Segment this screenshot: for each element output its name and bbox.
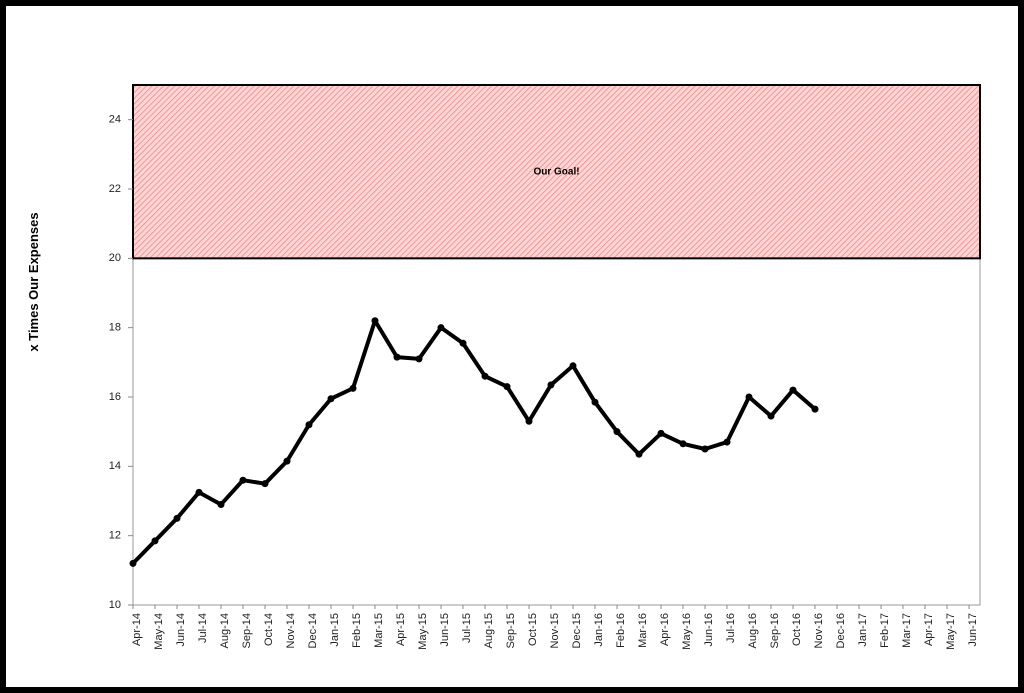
point: [349, 384, 357, 392]
x-tick-label: Sep-16: [769, 613, 781, 648]
point: [569, 362, 577, 370]
x-tick-label: Mar-17: [901, 613, 913, 648]
y-tick-label: 20: [109, 252, 121, 264]
point: [195, 488, 203, 496]
point: [767, 412, 775, 420]
y-tick-label: 12: [109, 530, 121, 542]
point: [327, 395, 335, 403]
point: [745, 393, 753, 401]
y-axis-label: x Times Our Expenses: [26, 212, 41, 351]
x-tick-label: Jun-15: [439, 613, 451, 647]
x-tick-label: Apr-14: [131, 613, 143, 646]
point: [371, 317, 379, 325]
x-tick-label: Aug-14: [219, 613, 231, 648]
x-tick-label: Oct-16: [791, 613, 803, 646]
goal-band: [132, 84, 981, 260]
x-tick-label: Feb-17: [879, 613, 891, 648]
x-tick-label: Jun-17: [967, 613, 979, 647]
x-tick-label: Nov-14: [285, 613, 297, 648]
point: [635, 450, 643, 458]
x-tick-label: Sep-15: [505, 613, 517, 648]
x-tick-label: Jun-16: [703, 613, 715, 647]
x-tick-label: Feb-15: [351, 613, 363, 648]
y-tick-label: 16: [109, 391, 121, 403]
point: [481, 372, 489, 380]
x-tick-label: May-14: [153, 613, 165, 650]
x-tick-label: Nov-16: [813, 613, 825, 648]
point: [393, 353, 401, 361]
x-tick-label: Dec-14: [307, 613, 319, 648]
x-tick-label: Jul-15: [461, 613, 473, 643]
point: [525, 417, 533, 425]
y-tick-label: 22: [109, 183, 121, 195]
y-tick-label: 14: [109, 460, 121, 472]
x-tick-label: May-16: [681, 613, 693, 650]
point: [261, 480, 269, 488]
x-tick-label: Jan-15: [329, 613, 341, 647]
x-tick-label: Sep-14: [241, 613, 253, 648]
x-tick-label: Oct-14: [263, 613, 275, 646]
y-tick-label: 24: [109, 114, 121, 126]
x-tick-label: Nov-15: [549, 613, 561, 648]
point: [613, 428, 621, 436]
x-tick-label: Jul-16: [725, 613, 737, 643]
point: [657, 429, 665, 437]
point: [723, 438, 731, 446]
point: [415, 355, 423, 363]
x-tick-label: Dec-16: [835, 613, 847, 648]
x-tick-label: Apr-17: [923, 613, 935, 646]
point: [283, 457, 291, 465]
goal-label: Our Goal!: [533, 166, 579, 177]
y-tick-label: 10: [109, 599, 121, 611]
x-tick-label: Feb-16: [615, 613, 627, 648]
y-tick-label: 18: [109, 322, 121, 334]
point: [437, 324, 445, 332]
point: [591, 398, 599, 406]
point: [547, 381, 555, 389]
point: [151, 537, 159, 545]
point: [811, 405, 819, 413]
x-tick-label: Jan-17: [857, 613, 869, 647]
point: [239, 476, 247, 484]
line: [131, 318, 817, 565]
point: [173, 514, 181, 522]
point: [503, 383, 511, 391]
x-tick-label: Mar-15: [373, 613, 385, 648]
point: [305, 421, 313, 429]
x-tick-label: Apr-16: [659, 613, 671, 646]
x-tick-label: Oct-15: [527, 613, 539, 646]
point: [459, 339, 467, 347]
point: [701, 445, 709, 453]
x-tick-label: Aug-15: [483, 613, 495, 648]
x-tick-label: Dec-15: [571, 613, 583, 648]
x-tick-label: Jul-14: [197, 613, 209, 643]
x-tick-label: May-15: [417, 613, 429, 650]
point: [679, 440, 687, 448]
point: [789, 386, 797, 394]
x-tick-label: Mar-16: [637, 613, 649, 648]
point: [217, 500, 225, 508]
x-tick-label: May-17: [945, 613, 957, 650]
point: [129, 559, 137, 567]
x-tick-label: Apr-15: [395, 613, 407, 646]
x-tick-label: Jan-16: [593, 613, 605, 647]
x-tick-label: Aug-16: [747, 613, 759, 648]
x-tick-label: Jun-14: [175, 613, 187, 647]
